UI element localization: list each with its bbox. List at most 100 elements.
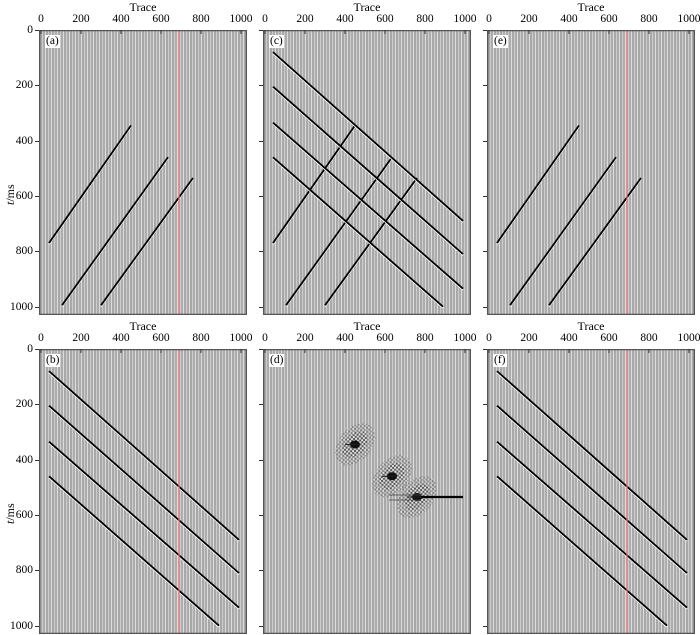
panel-b (39, 349, 247, 634)
y-tick-mark (259, 85, 263, 87)
y-tick-mark (35, 570, 39, 572)
x-tick-label: 400 (112, 13, 130, 25)
event-line (272, 122, 464, 290)
y-tick-mark (483, 515, 487, 517)
event-line (61, 156, 169, 306)
y-tick-mark (35, 349, 39, 350)
event-line (272, 86, 464, 255)
trace-background (263, 349, 471, 634)
panel-frame (39, 30, 247, 315)
panel-label: (d) (269, 354, 285, 367)
y-tick-label: 800 (15, 564, 33, 577)
trace-background (39, 30, 247, 315)
y-tick-label: 0 (27, 343, 33, 355)
x-tick-label: 0 (486, 332, 492, 344)
x-tick-label: 800 (192, 13, 210, 25)
y-tick-mark (483, 30, 487, 31)
x-tick-label: 200 (72, 13, 90, 25)
panel-label: (f) (493, 354, 507, 367)
x-tick-label: 1000 (453, 332, 477, 344)
event-line (272, 156, 444, 308)
x-tick-label: 800 (416, 332, 434, 344)
x-axis-title: Trace (577, 0, 605, 14)
panel-label: (b) (45, 354, 61, 367)
panel-label: (c) (269, 35, 284, 48)
x-axis-title: Trace (577, 319, 605, 333)
y-tick-mark (483, 459, 487, 461)
panel-label: (e) (493, 35, 508, 48)
focused-energy-blob (372, 455, 412, 498)
y-tick-label: 1000 (10, 300, 33, 313)
event-line (548, 177, 642, 306)
x-tick-label: 800 (640, 332, 658, 344)
event-line (496, 124, 580, 244)
x-tick-label: 1000 (677, 332, 700, 344)
panel-frame (487, 349, 695, 634)
x-tick-label: 200 (296, 13, 314, 25)
event-line (48, 405, 240, 574)
x-tick-label: 600 (600, 332, 618, 344)
y-tick-mark (483, 570, 487, 572)
y-axis-unit: /ms (3, 503, 17, 521)
y-tick-mark (483, 251, 487, 253)
x-tick-label: 600 (376, 13, 394, 25)
y-tick-mark (35, 404, 39, 406)
y-tick-label: 400 (15, 453, 33, 466)
y-tick-mark (259, 570, 263, 572)
y-tick-mark (483, 196, 487, 198)
x-tick-label: 200 (520, 13, 538, 25)
x-tick-label: 400 (336, 13, 354, 25)
panel-d (263, 349, 471, 634)
x-tick-label: 1000 (229, 332, 253, 344)
y-tick-mark (483, 85, 487, 87)
event-line (48, 441, 240, 609)
x-tick-label: 200 (72, 332, 90, 344)
event-line (496, 405, 688, 574)
panel-c (263, 30, 471, 315)
y-tick-mark (259, 349, 263, 350)
x-tick-label: 800 (192, 332, 210, 344)
y-tick-mark (35, 30, 39, 31)
y-tick-label: 1000 (10, 619, 33, 632)
focused-energy-blob (335, 423, 375, 466)
y-tick-label: 800 (15, 245, 33, 258)
y-tick-mark (259, 306, 263, 308)
x-tick-label: 400 (112, 332, 130, 344)
y-tick-mark (35, 140, 39, 142)
x-axis-title: Trace (353, 0, 381, 14)
y-tick-mark (35, 251, 39, 253)
y-tick-label: 200 (15, 398, 33, 411)
y-tick-mark (483, 306, 487, 308)
y-tick-label: 600 (15, 190, 33, 203)
y-tick-mark (259, 196, 263, 198)
panel-frame (39, 349, 247, 634)
x-tick-label: 0 (262, 13, 268, 25)
x-tick-label: 600 (152, 13, 170, 25)
event-line (48, 370, 240, 541)
x-tick-label: 0 (262, 332, 268, 344)
x-tick-label: 200 (520, 332, 538, 344)
x-tick-label: 800 (416, 13, 434, 25)
x-tick-label: 600 (152, 332, 170, 344)
panel-label: (a) (45, 35, 60, 48)
y-tick-mark (35, 85, 39, 87)
y-axis-title: t/ms (3, 503, 18, 524)
x-axis-title: Trace (129, 0, 157, 14)
y-axis-var: t (3, 201, 17, 205)
y-tick-mark (483, 404, 487, 406)
y-tick-label: 200 (15, 79, 33, 92)
y-tick-mark (259, 459, 263, 461)
y-tick-label: 0 (27, 24, 33, 36)
x-tick-label: 200 (296, 332, 314, 344)
x-axis-title: Trace (353, 319, 381, 333)
x-tick-label: 0 (38, 13, 44, 25)
y-tick-mark (35, 306, 39, 308)
event-line (496, 370, 688, 541)
x-tick-label: 400 (336, 332, 354, 344)
y-tick-mark (483, 349, 487, 350)
y-axis-unit: /ms (3, 184, 17, 202)
y-tick-mark (35, 196, 39, 198)
panel-e (487, 30, 695, 315)
trace-background (487, 30, 695, 315)
event-line (272, 51, 464, 222)
